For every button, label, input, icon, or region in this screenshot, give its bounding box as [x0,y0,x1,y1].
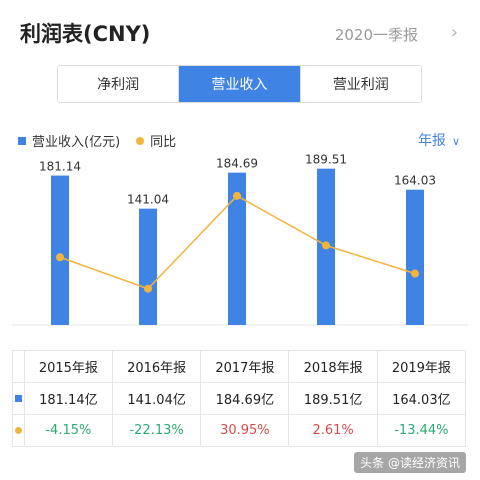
table-cell: -13.44% [376,414,467,447]
metric-tabs: 净利润 营业收入 营业利润 [57,65,422,103]
yoy-point [322,241,330,250]
tab-net-profit[interactable]: 净利润 [58,66,179,102]
bar-value-label: 189.51 [305,153,347,167]
table-row-yoy: -4.15% -22.13% 30.95% 2.61% -13.44% [12,414,467,447]
line-legend-marker [136,136,145,145]
table-cell: 2.61% [288,414,378,447]
chart-legend: 营业收入(亿元) 同比 [18,131,176,150]
table-cell: 30.95% [200,414,290,447]
data-table: 2015年报 2016年报 2017年报 2018年报 2019年报 181.1… [12,350,467,447]
yoy-point [411,269,419,278]
watermark: 头条 @读经济资讯 [354,452,466,473]
yoy-point [233,191,241,200]
bar-value-label: 181.14 [39,160,81,174]
bar [406,189,424,325]
bar [139,208,157,325]
table-cell: 189.51亿 [288,382,378,415]
tab-operating-profit[interactable]: 营业利润 [299,66,421,102]
column-header: 2019年报 [376,350,467,383]
chevron-down-icon: ∨ [451,135,460,148]
column-header: 2017年报 [200,350,290,383]
yoy-point [144,284,152,293]
bar-marker-icon [14,395,22,402]
yoy-row-marker [12,414,25,447]
table-cell: 184.69亿 [200,382,290,415]
period-selector-label: 年报 [417,133,446,149]
table-header-row: 2015年报 2016年报 2017年报 2018年报 2019年报 [12,350,467,383]
column-header: 2015年报 [23,350,113,383]
table-cell: -4.15% [23,414,113,447]
bar-legend-label: 营业收入(亿元) [32,135,121,150]
table-cell: -22.13% [111,414,202,447]
revenue-row-marker [12,382,25,415]
tab-revenue[interactable]: 营业收入 [178,66,300,102]
table-cell: 141.04亿 [111,382,202,415]
chevron-right-icon[interactable]: › [450,22,458,43]
table-corner [12,350,25,383]
line-legend-label: 同比 [150,135,177,150]
table-row-revenue: 181.14亿 141.04亿 184.69亿 189.51亿 164.03亿 [12,382,467,415]
revenue-chart: 181.14 141.04 184.69 189.51 164.03 [12,153,468,326]
line-marker-icon [14,427,22,434]
yoy-point [56,253,64,262]
column-header: 2016年报 [111,350,202,383]
bar [51,175,69,325]
bar-value-label: 184.69 [216,157,258,171]
table-cell: 181.14亿 [23,382,113,415]
page-title: 利润表(CNY) [20,22,151,46]
bar-legend-marker [18,136,26,145]
bar-value-label: 164.03 [394,174,436,188]
bar-value-label: 141.04 [127,193,169,207]
column-header: 2018年报 [288,350,378,383]
table-cell: 164.03亿 [376,382,467,415]
bar [228,172,246,325]
period-selector[interactable]: 年报 ∨ [418,130,460,150]
report-period[interactable]: 2020一季报 [334,26,418,44]
